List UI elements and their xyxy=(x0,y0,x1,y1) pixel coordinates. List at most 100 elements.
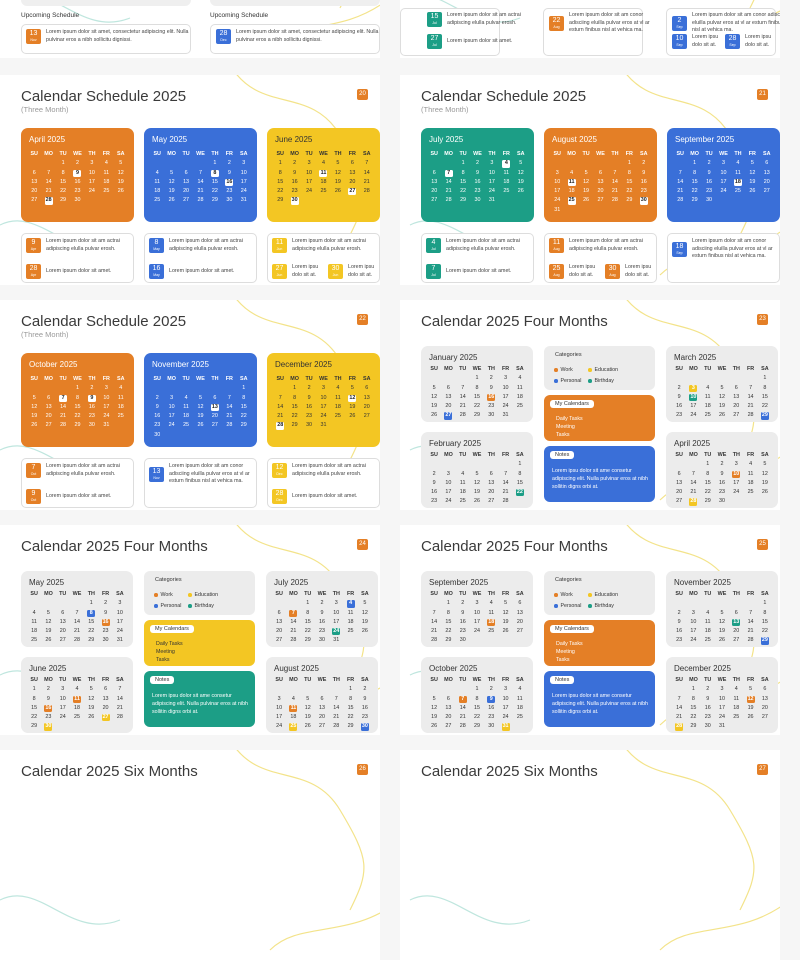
day-cell[interactable]: 27 xyxy=(315,723,329,730)
day-cell[interactable]: 6 xyxy=(41,395,55,402)
day-cell[interactable]: 21 xyxy=(286,628,300,635)
day-cell[interactable]: 1 xyxy=(687,160,701,167)
day-cell[interactable]: 30 xyxy=(44,723,52,730)
task-item[interactable]: Daily Tasks xyxy=(556,641,583,647)
day-cell[interactable]: 15 xyxy=(686,705,700,712)
day-cell[interactable]: 26 xyxy=(164,197,178,204)
day-cell[interactable]: 28 xyxy=(743,412,757,419)
day-cell[interactable]: 3 xyxy=(237,160,251,167)
day-cell[interactable]: 17 xyxy=(715,705,729,712)
day-cell[interactable]: 29 xyxy=(687,197,701,204)
day-cell[interactable]: 11 xyxy=(484,610,498,617)
day-cell[interactable]: 1 xyxy=(27,686,41,693)
day-cell[interactable]: 12 xyxy=(715,394,729,401)
day-cell[interactable]: 28 xyxy=(329,723,343,730)
day-cell[interactable]: 5 xyxy=(193,395,207,402)
day-cell[interactable]: 29 xyxy=(287,422,301,429)
day-cell[interactable]: 16 xyxy=(315,619,329,626)
day-cell[interactable]: 24 xyxy=(237,188,251,195)
day-cell[interactable]: 17 xyxy=(164,413,178,420)
day-cell[interactable]: 2 xyxy=(715,461,729,468)
day-cell[interactable]: 21 xyxy=(441,188,455,195)
day-cell[interactable]: 1 xyxy=(287,385,301,392)
day-cell[interactable]: 18 xyxy=(743,480,757,487)
day-cell[interactable]: 3 xyxy=(164,395,178,402)
day-cell[interactable]: 20 xyxy=(360,404,374,411)
day-cell[interactable]: 9 xyxy=(302,395,316,402)
day-cell[interactable]: 17 xyxy=(716,179,730,186)
day-cell[interactable]: 1 xyxy=(208,160,222,167)
day-cell[interactable]: 9 xyxy=(358,696,372,703)
day-cell[interactable]: 4 xyxy=(331,385,345,392)
day-cell[interactable]: 24 xyxy=(498,403,512,410)
day-cell[interactable]: 5 xyxy=(164,170,178,177)
day-cell[interactable]: 27 xyxy=(208,422,222,429)
day-cell[interactable]: 23 xyxy=(287,188,301,195)
day-cell[interactable]: 22 xyxy=(27,714,41,721)
day-cell[interactable]: 19 xyxy=(114,179,128,186)
day-cell[interactable]: 20 xyxy=(272,628,286,635)
day-cell[interactable]: 13 xyxy=(593,179,607,186)
day-cell[interactable]: 11 xyxy=(499,170,513,177)
day-cell[interactable]: 28 xyxy=(70,637,84,644)
day-cell[interactable]: 8 xyxy=(70,395,84,402)
day-cell[interactable]: 17 xyxy=(316,404,330,411)
day-cell[interactable]: 15 xyxy=(513,480,527,487)
day-cell[interactable]: 28 xyxy=(193,197,207,204)
day-cell[interactable]: 9 xyxy=(287,170,301,177)
day-cell[interactable]: 16 xyxy=(150,413,164,420)
day-cell[interactable]: 9 xyxy=(672,619,686,626)
day-cell[interactable]: 30 xyxy=(85,422,99,429)
day-cell[interactable]: 11 xyxy=(99,170,113,177)
day-cell[interactable]: 19 xyxy=(743,705,757,712)
day-cell[interactable]: 26 xyxy=(193,422,207,429)
day-cell[interactable]: 2 xyxy=(637,160,651,167)
day-cell[interactable]: 25 xyxy=(179,422,193,429)
day-cell[interactable]: 29 xyxy=(237,422,251,429)
day-cell[interactable]: 21 xyxy=(743,628,757,635)
day-cell[interactable]: 12 xyxy=(41,619,55,626)
day-cell[interactable]: 7 xyxy=(360,160,374,167)
day-cell[interactable]: 20 xyxy=(672,489,686,496)
day-cell[interactable]: 28 xyxy=(56,422,70,429)
day-cell[interactable]: 5 xyxy=(514,160,528,167)
day-cell[interactable]: 29 xyxy=(70,422,84,429)
day-cell[interactable]: 7 xyxy=(445,170,453,177)
day-cell[interactable]: 6 xyxy=(758,686,772,693)
day-cell[interactable]: 27 xyxy=(729,637,743,644)
day-cell[interactable]: 26 xyxy=(84,714,98,721)
day-cell[interactable]: 21 xyxy=(498,489,512,496)
day-cell[interactable]: 13 xyxy=(56,619,70,626)
day-cell[interactable]: 11 xyxy=(114,395,128,402)
day-cell[interactable]: 27 xyxy=(760,188,774,195)
day-cell[interactable]: 4 xyxy=(456,471,470,478)
day-cell[interactable]: 25 xyxy=(114,413,128,420)
day-cell[interactable]: 21 xyxy=(193,188,207,195)
day-cell[interactable]: 8 xyxy=(273,170,287,177)
day-cell[interactable]: 15 xyxy=(470,394,484,401)
day-cell[interactable]: 30 xyxy=(484,412,498,419)
day-cell[interactable]: 25 xyxy=(484,628,498,635)
day-cell[interactable]: 30 xyxy=(315,637,329,644)
day-cell[interactable]: 24 xyxy=(99,413,113,420)
day-cell[interactable]: 13 xyxy=(672,480,686,487)
day-cell[interactable]: 21 xyxy=(456,714,470,721)
day-cell[interactable]: 15 xyxy=(273,179,287,186)
day-cell[interactable]: 20 xyxy=(179,188,193,195)
day-cell[interactable]: 12 xyxy=(745,170,759,177)
day-cell[interactable]: 9 xyxy=(88,395,96,402)
day-cell[interactable]: 12 xyxy=(715,619,729,626)
day-cell[interactable]: 10 xyxy=(485,170,499,177)
day-cell[interactable]: 20 xyxy=(315,714,329,721)
day-cell[interactable]: 11 xyxy=(701,394,715,401)
day-cell[interactable]: 28 xyxy=(608,197,622,204)
day-cell[interactable]: 3 xyxy=(113,600,127,607)
day-cell[interactable]: 7 xyxy=(459,696,467,703)
day-cell[interactable]: 22 xyxy=(208,188,222,195)
day-cell[interactable]: 6 xyxy=(360,385,374,392)
day-cell[interactable]: 5 xyxy=(498,600,512,607)
